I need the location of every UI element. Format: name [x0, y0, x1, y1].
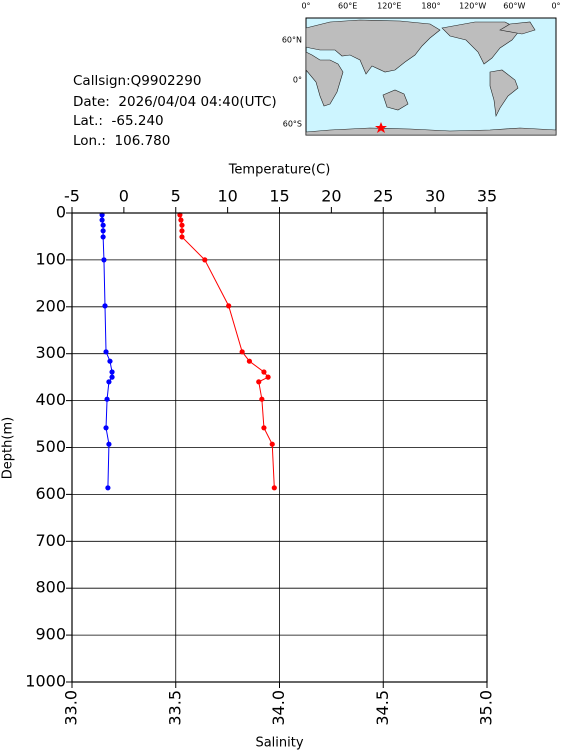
x-tick-label: 34.0	[269, 690, 288, 726]
profile-point	[202, 257, 208, 263]
plot-frame	[71, 212, 488, 683]
map-lon-label: 120°E	[377, 2, 401, 11]
map-lat-label: 60°N	[282, 36, 302, 45]
x-tick-label: 5	[171, 187, 181, 206]
profile-point	[103, 349, 109, 355]
profile-point	[100, 234, 106, 240]
x-tick-label: 0	[119, 187, 129, 206]
eurasia	[305, 19, 441, 75]
x-tick-label: 30	[425, 187, 445, 206]
profile-point	[226, 303, 232, 309]
profile-point	[256, 379, 262, 385]
x-tick-label: 15	[269, 187, 289, 206]
profile-point	[178, 217, 184, 223]
greenland	[499, 21, 536, 35]
x-tick-label: 35	[477, 187, 497, 206]
profile-point	[261, 425, 267, 431]
profile-point	[106, 379, 112, 385]
profile-point	[269, 441, 275, 447]
map-lon-label: 120°W	[459, 2, 486, 11]
profile-point	[179, 222, 185, 228]
profile-point	[100, 228, 106, 234]
y-tick-label: 300	[35, 343, 66, 362]
date: Date: 2026/04/04 04:40(UTC)	[73, 94, 277, 110]
profile-point	[103, 425, 109, 431]
x-tick-label: 35.0	[477, 690, 496, 726]
map-lat-label: 60°S	[283, 120, 302, 129]
y-tick-label: 500	[35, 437, 66, 456]
profile-line	[101, 214, 113, 488]
profile-point	[261, 369, 267, 375]
x-tick-label: 25	[373, 187, 393, 206]
profile-line	[179, 214, 275, 488]
y-axis-title: Depth(m)	[1, 417, 16, 479]
y-tick-label: 0	[56, 203, 66, 222]
float-location	[375, 122, 387, 133]
profile-point	[109, 374, 115, 380]
x-tick-label: 33.0	[62, 690, 81, 726]
location-map	[305, 17, 557, 136]
profile-point	[104, 396, 110, 402]
map-lon-label: 60°E	[338, 2, 357, 11]
y-tick-label: 800	[35, 578, 66, 597]
x-axis-title: Salinity	[255, 736, 303, 751]
x-tick-label: 20	[321, 187, 341, 206]
profile-point	[100, 222, 106, 228]
longitude: Lon.: 106.780	[73, 133, 170, 149]
x-axis-title: Temperature(C)	[228, 163, 331, 178]
x-tick-label: -5	[64, 187, 80, 206]
y-tick-label: 200	[35, 296, 66, 315]
profile-point	[99, 217, 105, 223]
latitude: Lat.: -65.240	[73, 113, 164, 129]
australia	[382, 89, 409, 111]
profile-point	[179, 234, 185, 240]
south-america	[489, 69, 519, 118]
y-tick-label: 900	[35, 625, 66, 644]
map-lon-label: 180°	[421, 2, 440, 11]
x-tick-label: 34.5	[373, 690, 392, 726]
map-lon-label: 0°	[301, 2, 310, 11]
profile-point	[246, 358, 253, 364]
x-tick-label: 33.5	[165, 690, 184, 726]
y-tick-label: 600	[35, 484, 66, 503]
y-tick-label: 700	[35, 531, 66, 550]
antarctica	[305, 127, 557, 136]
profile-point	[106, 441, 112, 447]
map-lat-label: 0°	[293, 76, 302, 85]
profile-point	[102, 303, 108, 309]
profile-point	[101, 257, 107, 263]
profile-point	[265, 374, 271, 380]
profile-point	[259, 396, 265, 402]
africa	[305, 51, 344, 107]
profile-point	[109, 369, 115, 375]
profile-point	[107, 358, 113, 364]
y-tick-label: 1000	[25, 672, 66, 691]
profile-point	[179, 228, 185, 234]
profile-point	[239, 349, 245, 355]
map-lon-label: 60°W	[503, 2, 525, 11]
profile-point	[271, 485, 277, 491]
y-tick-label: 100	[35, 249, 66, 268]
north-america	[441, 21, 521, 65]
callsign: Callsign:Q9902290	[73, 73, 201, 89]
x-tick-label: 10	[217, 187, 237, 206]
y-tick-label: 400	[35, 390, 66, 409]
map-lon-label: 0°	[551, 2, 560, 11]
map-land	[305, 19, 557, 136]
profile-point	[105, 485, 111, 491]
info-block: Callsign:Q9902290 Date: 2026/04/04 04:40…	[73, 73, 277, 149]
